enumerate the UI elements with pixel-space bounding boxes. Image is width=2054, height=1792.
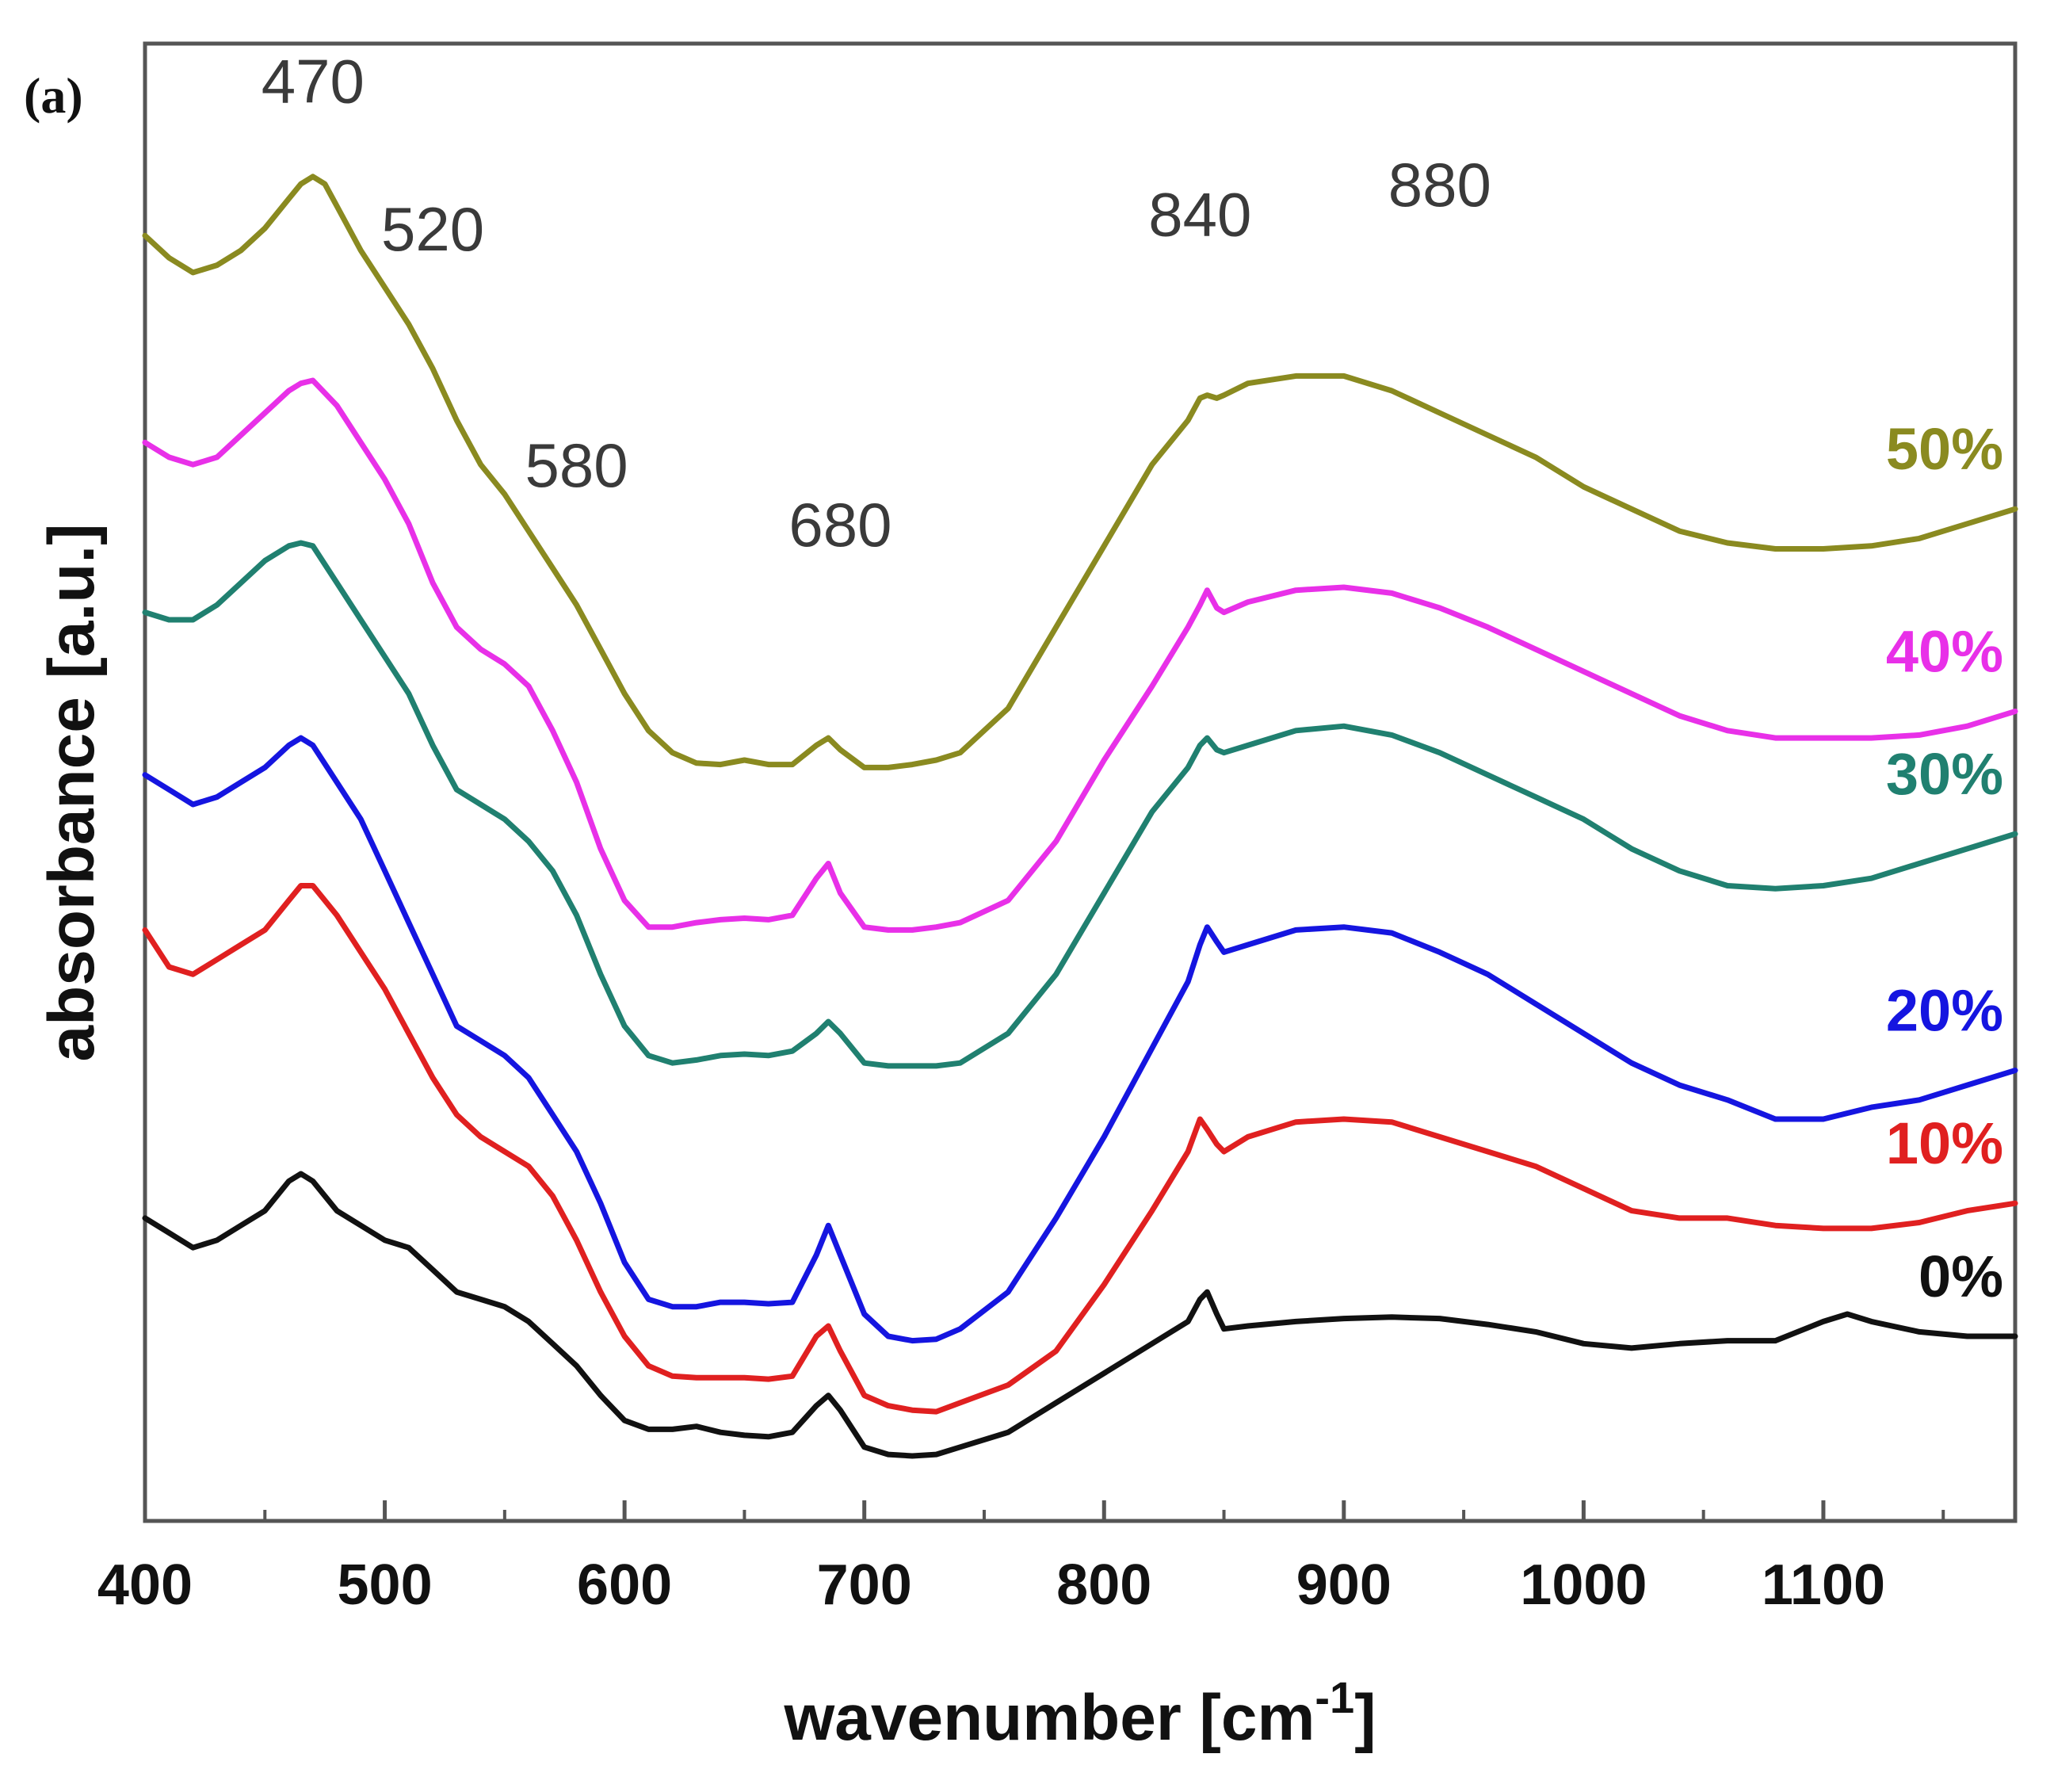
x-axis-ticks bbox=[143, 1500, 1945, 1521]
series-line-1 bbox=[142, 883, 2018, 1415]
peak-labels-group: 470 520 580 680 840 880 bbox=[262, 47, 1491, 560]
x-tick-label-600: 600 bbox=[577, 1553, 672, 1617]
x-tick-label-900: 900 bbox=[1296, 1553, 1392, 1617]
peak-label-580: 580 bbox=[525, 430, 628, 500]
series-label-4: 40% bbox=[1886, 619, 2003, 685]
x-axis-title-suffix: ] bbox=[1354, 1682, 1376, 1754]
peak-label-520: 520 bbox=[381, 194, 484, 264]
series-line-5 bbox=[142, 174, 2018, 770]
peak-label-880: 880 bbox=[1388, 150, 1491, 220]
x-tick-label-400: 400 bbox=[97, 1553, 193, 1617]
series-label-1: 10% bbox=[1886, 1110, 2003, 1176]
plot-frame bbox=[143, 41, 2018, 1523]
x-axis-title: wavenumber [cm-1] bbox=[783, 1672, 1376, 1754]
series-line-3 bbox=[142, 540, 2018, 1069]
x-axis-tick-labels: 400 500 600 700 800 900 1000 1100 bbox=[97, 1553, 1885, 1617]
panel-label: (a) bbox=[24, 67, 83, 124]
x-tick-label-1100: 1100 bbox=[1762, 1553, 1885, 1617]
series-line-0 bbox=[142, 1171, 2018, 1459]
series-line-2 bbox=[142, 735, 2018, 1344]
x-tick-label-800: 800 bbox=[1056, 1553, 1151, 1617]
peak-label-680: 680 bbox=[788, 490, 891, 560]
x-tick-label-500: 500 bbox=[337, 1553, 432, 1617]
peak-label-470: 470 bbox=[262, 47, 365, 117]
series-label-3: 30% bbox=[1886, 741, 2003, 807]
peak-label-840: 840 bbox=[1148, 179, 1251, 249]
series-label-2: 20% bbox=[1886, 977, 2003, 1043]
x-axis-title-main: wavenumber [cm bbox=[783, 1682, 1315, 1754]
traces-group bbox=[142, 174, 2018, 1459]
x-tick-label-700: 700 bbox=[817, 1553, 912, 1617]
x-axis-title-superscript: -1 bbox=[1315, 1672, 1354, 1722]
series-labels-group: 0% 10% 20% 30% 40% 50% bbox=[1886, 416, 2003, 1309]
series-label-5: 50% bbox=[1886, 416, 2003, 482]
x-tick-label-1000: 1000 bbox=[1520, 1553, 1647, 1617]
y-axis-title: absorbance [a.u.] bbox=[36, 524, 108, 1062]
series-label-0: 0% bbox=[1918, 1244, 2003, 1309]
series-line-4 bbox=[142, 377, 2018, 933]
